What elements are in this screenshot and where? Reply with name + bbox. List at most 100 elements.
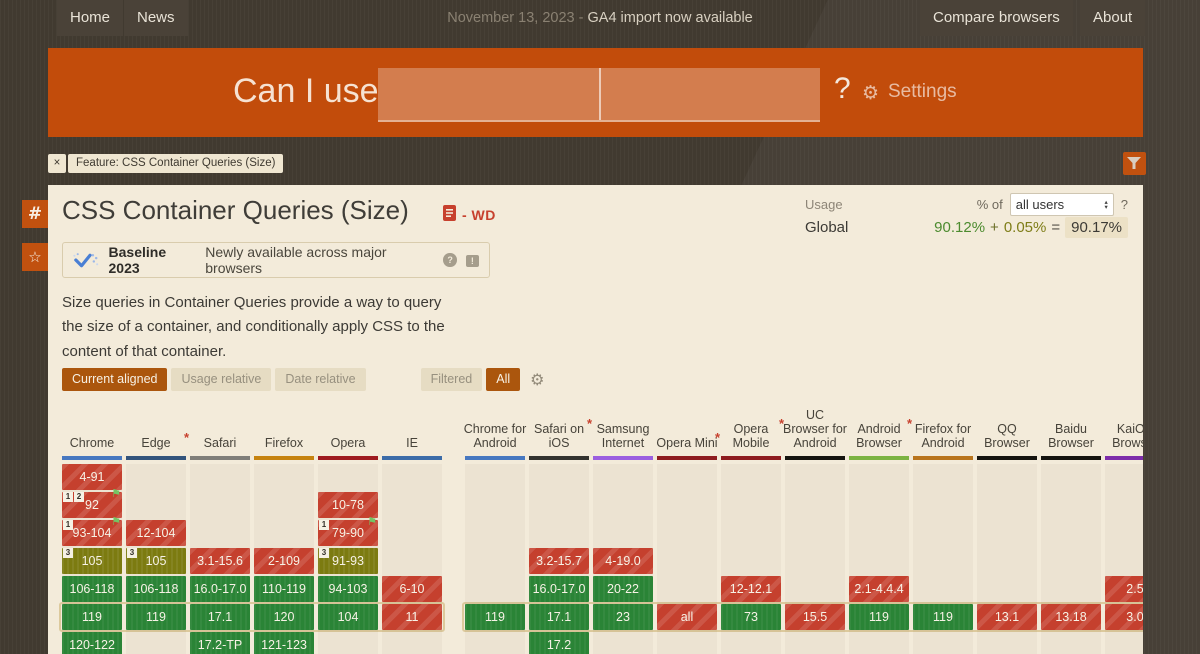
support-cell-firefox[interactable]: 110-119 — [254, 576, 314, 602]
support-cell-opera-mini[interactable]: all — [657, 604, 717, 630]
browser-header-firefox-for-android[interactable]: Firefox for Android — [911, 398, 975, 456]
browser-header-qq-browser[interactable]: QQ Browser — [975, 398, 1039, 456]
note-badge[interactable]: 1 — [63, 520, 73, 530]
note-badge[interactable]: 3 — [319, 548, 329, 558]
baseline-feedback-icon[interactable]: ! — [465, 254, 479, 267]
favorite-star-button[interactable]: ☆ — [22, 243, 48, 271]
audience-select[interactable]: all users ▴ ▾ — [1009, 193, 1114, 216]
support-cell-chrome[interactable]: 120-122 — [62, 632, 122, 654]
browser-header-opera[interactable]: Opera — [316, 398, 380, 456]
support-cell-android-browser[interactable]: 2.1-4.4.4 — [849, 576, 909, 602]
support-cell-firefox[interactable]: 120 — [254, 604, 314, 630]
browser-header-samsung-internet[interactable]: Samsung Internet — [591, 398, 655, 456]
browser-header-safari[interactable]: Safari — [188, 398, 252, 456]
search-input[interactable] — [378, 68, 820, 122]
support-cell-samsung-internet[interactable]: 20-22 — [593, 576, 653, 602]
support-cell-edge[interactable]: 105 3 — [126, 548, 186, 574]
baseline-help-icon[interactable]: ? — [443, 253, 457, 267]
support-cell-opera[interactable]: 79-90 1 ⚑ — [318, 516, 378, 546]
nav-about[interactable]: About — [1080, 0, 1146, 36]
browser-column-opera-mobile: Opera Mobile * 12-12.1 73 — [719, 398, 784, 654]
browser-header-baidu-browser[interactable]: Baidu Browser — [1039, 398, 1103, 456]
control-date-relative[interactable]: Date relative — [275, 368, 366, 391]
support-cell-kaios-browser[interactable]: 3.0 — [1105, 604, 1143, 630]
support-cell-opera-mobile[interactable]: 73 — [721, 604, 781, 630]
support-cell-firefox[interactable]: 2-109 — [254, 548, 314, 574]
spec-status-badge[interactable]: - WD — [462, 207, 496, 223]
note-badge[interactable]: 1 — [63, 492, 73, 502]
support-cell-qq-browser[interactable]: 13.1 — [977, 604, 1037, 630]
settings-button[interactable]: Settings — [888, 81, 957, 102]
support-cell-opera[interactable]: 104 — [318, 604, 378, 630]
browser-header-edge[interactable]: Edge * — [124, 398, 189, 456]
browser-header-chrome[interactable]: Chrome — [60, 398, 124, 456]
support-cell-edge[interactable]: 106-118 — [126, 576, 186, 602]
note-badge[interactable]: 1 — [319, 520, 329, 530]
support-cell-samsung-internet[interactable]: 4-19.0 — [593, 548, 653, 574]
support-cell-android-browser[interactable]: 119 — [849, 604, 909, 630]
support-cell-ie[interactable]: 11 — [382, 604, 442, 630]
nav-compare-browsers[interactable]: Compare browsers — [920, 0, 1073, 36]
note-badge[interactable]: 3 — [127, 548, 137, 558]
browser-header-safari-on-ios[interactable]: Safari on iOS * — [527, 398, 592, 456]
support-cell-chrome[interactable]: 4-91 — [62, 464, 122, 490]
support-cell-uc-browser-for-android[interactable]: 15.5 — [785, 604, 845, 630]
control-filtered[interactable]: Filtered — [420, 368, 483, 391]
support-cell-chrome-for-android[interactable]: 119 — [465, 604, 525, 630]
control-current-aligned[interactable]: Current aligned — [62, 368, 168, 391]
support-cell-edge[interactable]: 119 — [126, 604, 186, 630]
support-cell-safari[interactable]: 16.0-17.0 — [190, 576, 250, 602]
site-logo[interactable]: Can I use — [233, 72, 379, 110]
search-help-question[interactable]: ? — [834, 72, 851, 105]
browser-header-firefox[interactable]: Firefox — [252, 398, 316, 456]
usage-help-link[interactable]: ? — [1120, 197, 1128, 212]
baseline-banner: Baseline 2023 Newly available across maj… — [62, 242, 490, 278]
support-cell-chrome[interactable]: 106-118 — [62, 576, 122, 602]
browser-header-opera-mobile[interactable]: Opera Mobile * — [719, 398, 784, 456]
support-cell-opera[interactable]: 91-93 3 — [318, 548, 378, 574]
support-cell-baidu-browser[interactable]: 13.18 — [1041, 604, 1101, 630]
baseline-check-icon — [73, 252, 99, 267]
browser-header-uc-browser-for-android[interactable]: UC Browser for Android — [783, 398, 847, 456]
support-cell-safari[interactable]: 17.1 — [190, 604, 250, 630]
browser-header-chrome-for-android[interactable]: Chrome for Android — [463, 398, 527, 456]
control-usage-relative[interactable]: Usage relative — [171, 368, 272, 391]
permalink-button[interactable]: # — [22, 200, 48, 228]
nav-home[interactable]: Home — [57, 0, 124, 36]
support-cell-opera[interactable]: 10-78 — [318, 492, 378, 518]
support-cell-chrome[interactable]: 92 1 2 ⚑ — [62, 488, 122, 518]
support-cell-chrome[interactable]: 93-104 1 ⚑ — [62, 516, 122, 546]
support-cell-firefox-for-android[interactable]: 119 — [913, 604, 973, 630]
browser-header-android-browser[interactable]: Android Browser * — [847, 398, 912, 456]
nav-news[interactable]: News — [124, 0, 188, 36]
support-cell-ie[interactable]: 6-10 — [382, 576, 442, 602]
feature-tag-close-button[interactable]: × — [48, 154, 66, 173]
support-cell-safari-on-ios[interactable]: 3.2-15.7 — [529, 548, 589, 574]
support-cell-edge[interactable]: 12-104 — [126, 520, 186, 546]
support-cell-opera[interactable]: 94-103 — [318, 576, 378, 602]
table-settings-gear-icon[interactable]: ⚙ — [530, 370, 545, 389]
announcement-message[interactable]: GA4 import now available — [587, 10, 753, 26]
support-cell-opera-mobile[interactable]: 12-12.1 — [721, 576, 781, 602]
support-cell-safari[interactable]: 3.1-15.6 — [190, 548, 250, 574]
support-cell-safari-on-ios[interactable]: 16.0-17.0 — [529, 576, 589, 602]
support-cell-chrome[interactable]: 119 — [62, 604, 122, 630]
note-badge[interactable]: 2 — [74, 492, 84, 502]
spec-document-icon[interactable] — [443, 205, 456, 221]
support-cell-safari[interactable]: 17.2-TP — [190, 632, 250, 654]
browser-header-opera-mini[interactable]: Opera Mini * — [655, 398, 720, 456]
support-cell-samsung-internet[interactable]: 23 — [593, 604, 653, 630]
browser-header-kaios-browser[interactable]: KaiOS Browser — [1103, 398, 1143, 456]
control-all[interactable]: All — [486, 368, 521, 391]
settings-gear-icon[interactable]: ⚙ — [862, 82, 880, 104]
support-cell-kaios-browser[interactable]: 2.5 — [1105, 576, 1143, 602]
support-cell-safari-on-ios[interactable]: 17.1 — [529, 604, 589, 630]
browser-header-ie[interactable]: IE — [380, 398, 444, 456]
filter-button[interactable] — [1123, 152, 1146, 175]
note-badge[interactable]: 3 — [63, 548, 73, 558]
support-cell-safari-on-ios[interactable]: 17.2 — [529, 632, 589, 654]
browser-name: Edge — [141, 436, 171, 450]
support-cell-chrome[interactable]: 105 3 — [62, 548, 122, 574]
support-cell-firefox[interactable]: 121-123 — [254, 632, 314, 654]
feature-tag[interactable]: Feature: CSS Container Queries (Size) — [68, 154, 284, 173]
